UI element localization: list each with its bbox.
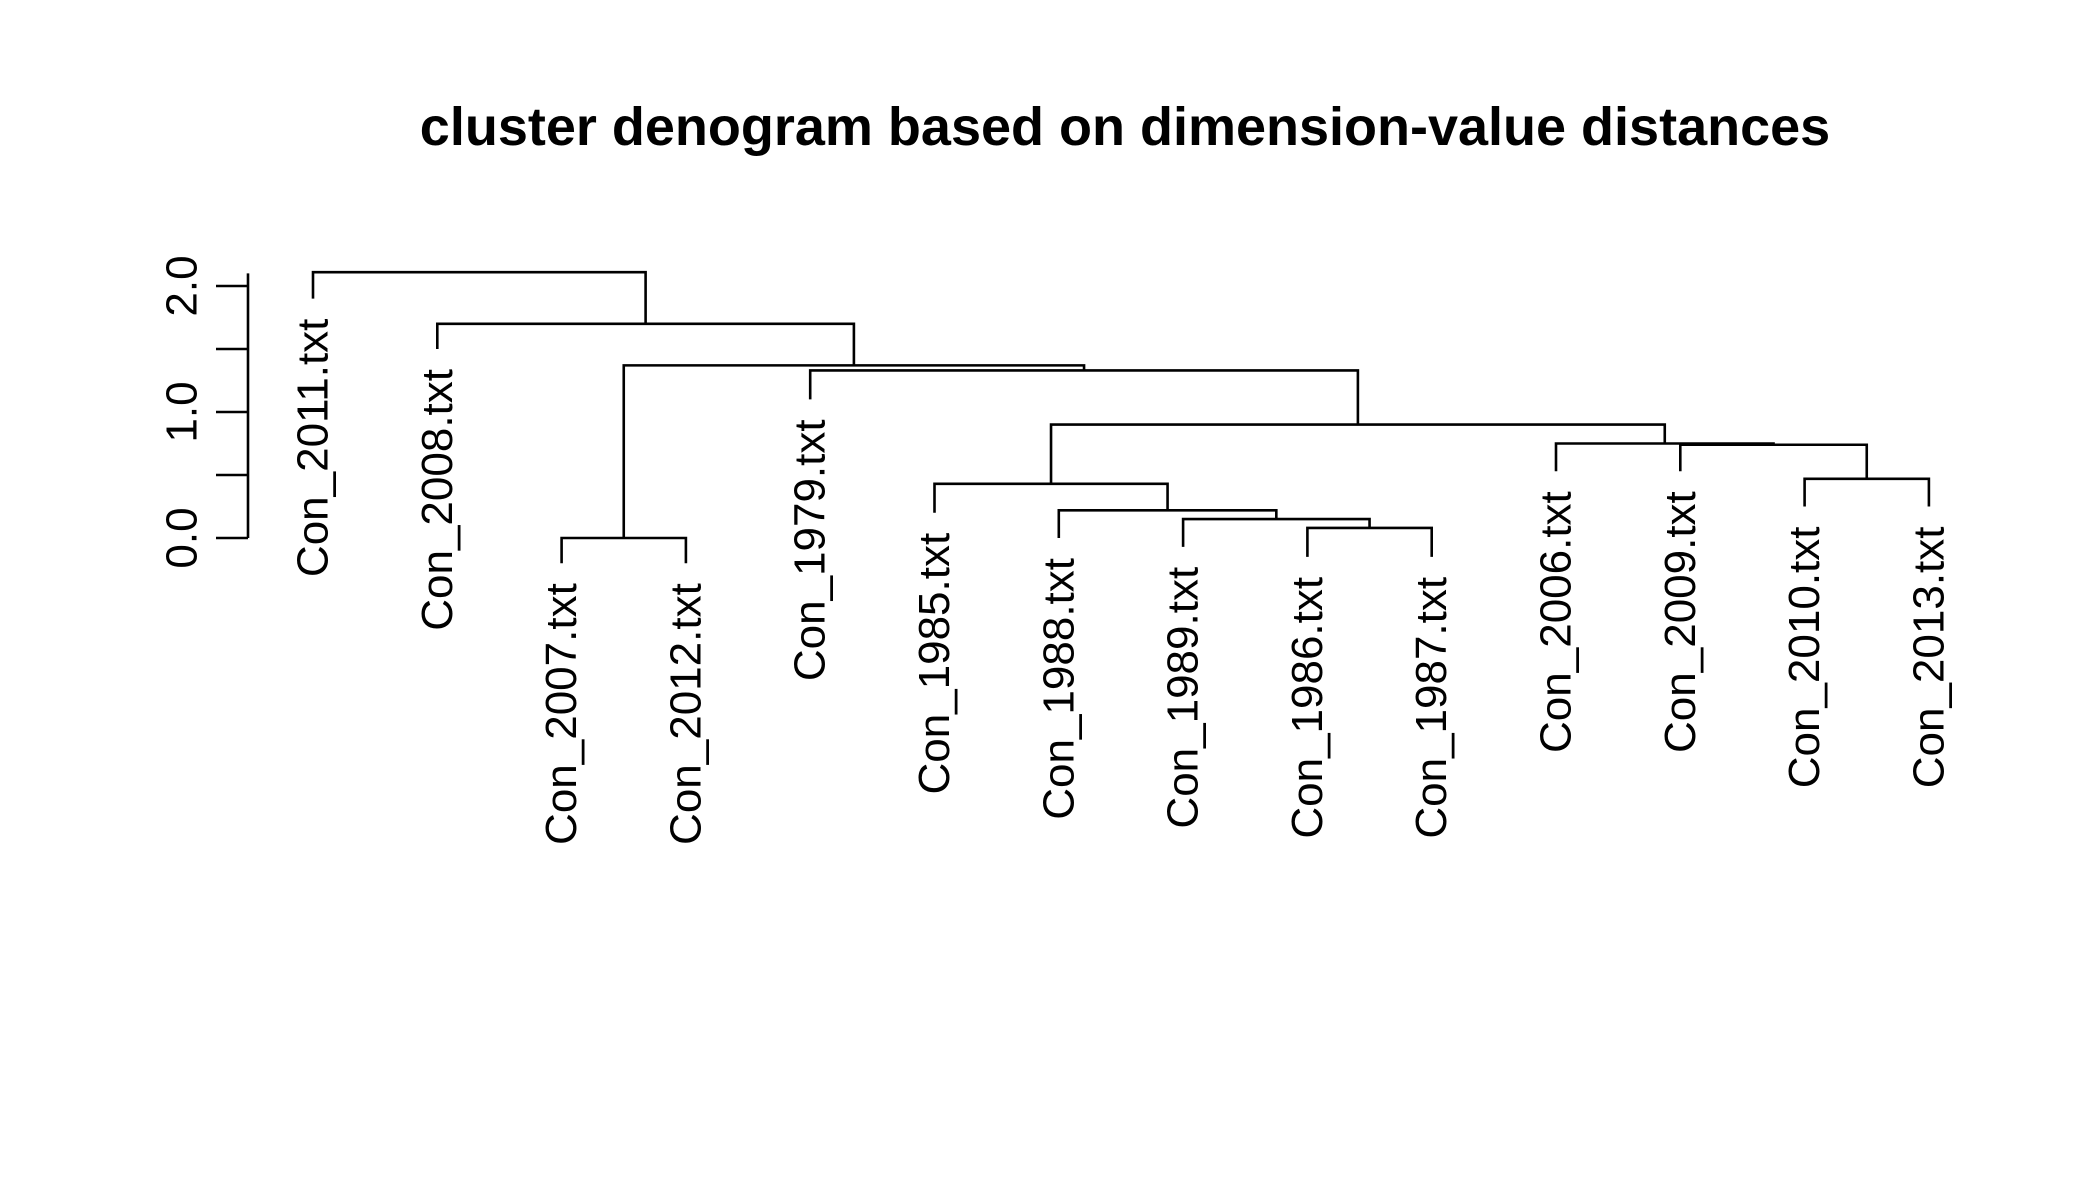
merge-branch [933, 482, 1169, 513]
merge-branch [1679, 443, 1869, 479]
leaf-label: Con_2012.txt [661, 583, 710, 845]
leaf-label: Con_1987.txt [1407, 577, 1456, 839]
chart-title: cluster denogram based on dimension-valu… [420, 97, 1830, 157]
leaf-label: Con_2009.txt [1656, 491, 1705, 753]
leaf-label: Con_1988.txt [1034, 558, 1083, 820]
merge-branch [1049, 423, 1667, 484]
leaf-label: Con_2007.txt [537, 583, 586, 845]
merge-branch [1181, 517, 1371, 547]
y-tick-label: 2.0 [158, 255, 207, 316]
merge-branch [808, 369, 1360, 425]
merge-branch [311, 270, 647, 324]
leaf-label: Con_2010.txt [1780, 527, 1829, 789]
merge-branch [1803, 477, 1931, 507]
leaf-label: Con_2008.txt [413, 369, 462, 631]
y-tick-label: 0.0 [158, 507, 207, 568]
leaf-label: Con_2013.txt [1904, 527, 1953, 789]
leaf-label: Con_1985.txt [910, 533, 959, 795]
y-tick-label: 1.0 [158, 381, 207, 442]
merge-branch [622, 364, 1086, 538]
leaf-label: Con_2006.txt [1532, 491, 1581, 753]
merge-branch [1554, 442, 1775, 472]
leaf-label: Con_1979.txt [786, 419, 835, 681]
merge-branch [560, 536, 688, 564]
leaf-labels: Con_2011.txt Con_2008.txt Con_2007.txt Con_… [289, 319, 1954, 845]
leaf-label: Con_1986.txt [1283, 577, 1332, 839]
leaf-label: Con_1989.txt [1159, 567, 1208, 829]
merge-branch [1306, 526, 1433, 557]
y-axis: 0.0 1.0 2.0 [158, 255, 250, 569]
merge-branch [436, 322, 856, 366]
dendrogram-branches [311, 270, 1931, 564]
merge-branch [1057, 508, 1278, 538]
leaf-label: Con_2011.txt [289, 319, 338, 577]
